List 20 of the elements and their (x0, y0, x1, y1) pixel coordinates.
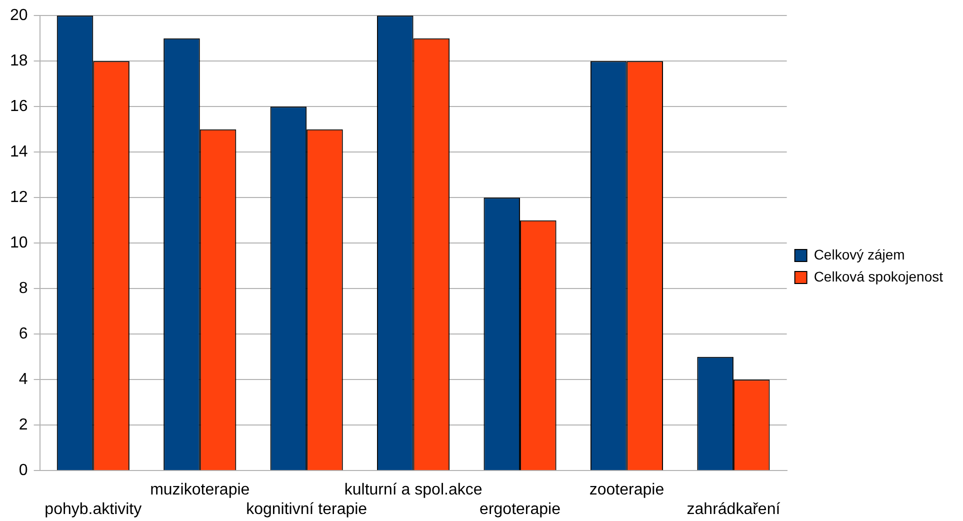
y-tick-label: 4 (18, 371, 28, 388)
y-tick-label: 2 (18, 416, 28, 434)
x-tick-label: pohyb.aktivity (44, 500, 142, 518)
legend-label: Celková spokojenost (814, 268, 944, 284)
y-tick-label: 14 (10, 144, 28, 161)
legend-label: Celkový zájem (814, 246, 905, 262)
y-tick-label: 6 (18, 326, 28, 343)
x-tick-label: zahrádkaření (686, 500, 781, 518)
y-tick-label: 18 (10, 52, 28, 70)
y-tick-label: 20 (10, 7, 28, 24)
y-tick-label: 8 (18, 280, 28, 298)
x-tick-label: ergoterapie (480, 500, 561, 518)
y-tick-label: 10 (10, 234, 28, 252)
x-tick-label: muzikoterapie (150, 482, 250, 499)
y-tick-label: 12 (10, 189, 28, 206)
y-tick-label: 16 (10, 98, 28, 116)
x-tick-label: zooterapie (589, 482, 664, 499)
x-tick-label: kognitivní terapie (246, 500, 368, 518)
x-tick-label: kulturní a spol.akce (344, 482, 482, 499)
y-tick-label: 0 (18, 462, 28, 480)
